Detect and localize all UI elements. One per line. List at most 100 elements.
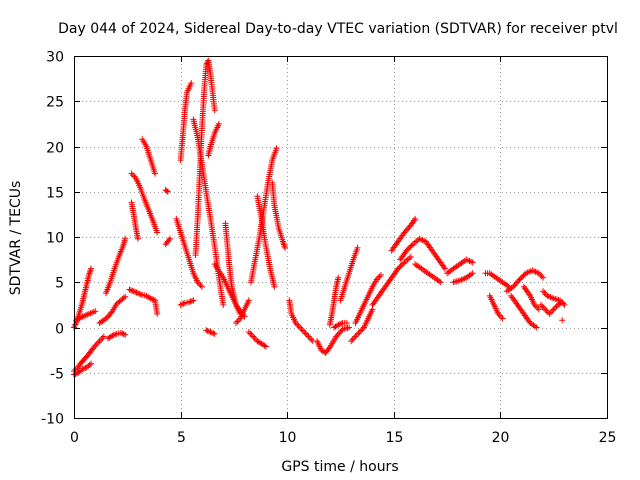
data-point bbox=[154, 229, 161, 236]
data-point bbox=[108, 309, 115, 316]
data-point bbox=[80, 365, 87, 372]
data-point bbox=[79, 366, 86, 373]
data-point bbox=[348, 338, 355, 345]
data-point bbox=[86, 361, 93, 368]
series-track-09 bbox=[128, 199, 141, 242]
data-point bbox=[210, 330, 217, 337]
data-point bbox=[208, 329, 215, 336]
data-point bbox=[245, 297, 252, 304]
data-point bbox=[110, 332, 117, 339]
y-axis-label: SDTVAR / TECUs bbox=[8, 181, 24, 296]
data-point bbox=[466, 257, 473, 264]
data-point bbox=[296, 324, 303, 331]
data-point bbox=[72, 370, 79, 377]
series-track-40 bbox=[450, 270, 476, 286]
data-point bbox=[355, 330, 362, 337]
data-point bbox=[304, 332, 311, 339]
data-point bbox=[401, 229, 408, 236]
grid-lines bbox=[74, 56, 607, 418]
data-point bbox=[437, 279, 444, 286]
data-point bbox=[154, 310, 161, 317]
series-track-35 bbox=[369, 253, 414, 308]
data-point bbox=[198, 283, 205, 290]
series-track-16 bbox=[177, 297, 197, 308]
x-tick-label: 0 bbox=[70, 430, 79, 446]
data-point bbox=[404, 256, 411, 263]
data-point bbox=[233, 319, 240, 326]
data-point bbox=[132, 288, 139, 295]
data-point bbox=[512, 280, 519, 287]
data-point bbox=[404, 226, 411, 233]
data-point bbox=[95, 339, 102, 346]
data-point bbox=[306, 335, 313, 342]
series-track-06 bbox=[102, 235, 129, 297]
x-tick-label: 20 bbox=[492, 430, 510, 446]
data-point bbox=[215, 120, 222, 127]
data-point bbox=[180, 300, 187, 307]
data-point bbox=[162, 241, 169, 248]
series-track-34 bbox=[348, 306, 376, 345]
data-point bbox=[164, 188, 171, 195]
data-point bbox=[271, 283, 278, 290]
y-tick-label: -5 bbox=[50, 367, 64, 383]
data-point bbox=[152, 170, 159, 177]
data-point bbox=[533, 324, 540, 331]
data-point bbox=[299, 327, 306, 334]
data-point bbox=[441, 265, 448, 272]
data-point bbox=[281, 243, 288, 250]
data-point bbox=[534, 304, 541, 311]
data-point bbox=[334, 332, 341, 339]
data-point bbox=[400, 260, 407, 267]
data-point bbox=[403, 257, 410, 264]
data-point bbox=[177, 301, 184, 308]
data-point bbox=[179, 301, 186, 308]
data-point bbox=[273, 145, 280, 152]
data-point bbox=[245, 329, 252, 336]
series-track-28 bbox=[286, 297, 316, 345]
data-point bbox=[308, 336, 315, 343]
plot-frame bbox=[74, 56, 608, 419]
data-point bbox=[469, 270, 476, 277]
series-track-26 bbox=[254, 193, 278, 290]
data-point bbox=[540, 274, 547, 281]
data-point bbox=[406, 255, 413, 262]
data-point bbox=[403, 247, 410, 254]
data-point bbox=[550, 306, 557, 313]
series-track-05 bbox=[96, 293, 129, 326]
data-point bbox=[99, 335, 106, 342]
data-point bbox=[498, 313, 505, 320]
data-point bbox=[88, 265, 95, 272]
series-track-13 bbox=[162, 235, 173, 248]
series-track-10 bbox=[139, 136, 159, 177]
data-point bbox=[559, 317, 566, 324]
data-point bbox=[532, 268, 539, 275]
data-point bbox=[338, 320, 345, 327]
series-track-47 bbox=[540, 288, 564, 304]
data-point bbox=[343, 319, 350, 326]
series-track-32 bbox=[337, 244, 361, 304]
data-point bbox=[211, 107, 218, 114]
data-point bbox=[499, 315, 506, 322]
data-point bbox=[516, 276, 523, 283]
data-point bbox=[127, 287, 134, 294]
data-point bbox=[109, 332, 116, 339]
data-point bbox=[188, 80, 195, 87]
data-point bbox=[396, 264, 403, 271]
data-point bbox=[349, 336, 356, 343]
data-point bbox=[147, 295, 154, 302]
data-point bbox=[86, 268, 93, 275]
series-track-20 bbox=[205, 120, 222, 159]
data-point bbox=[302, 330, 309, 337]
series-track-38 bbox=[412, 261, 444, 286]
series-track-39 bbox=[444, 256, 476, 277]
x-tick-label: 5 bbox=[177, 430, 186, 446]
data-point bbox=[397, 263, 404, 270]
series-track-44 bbox=[508, 292, 540, 331]
data-point bbox=[510, 283, 517, 290]
x-axis-ticks: 0 5 10 15 20 25 bbox=[70, 56, 616, 446]
data-point bbox=[419, 237, 426, 244]
series-track-17 bbox=[192, 57, 218, 259]
data-point bbox=[406, 245, 413, 252]
data-point bbox=[112, 331, 119, 338]
